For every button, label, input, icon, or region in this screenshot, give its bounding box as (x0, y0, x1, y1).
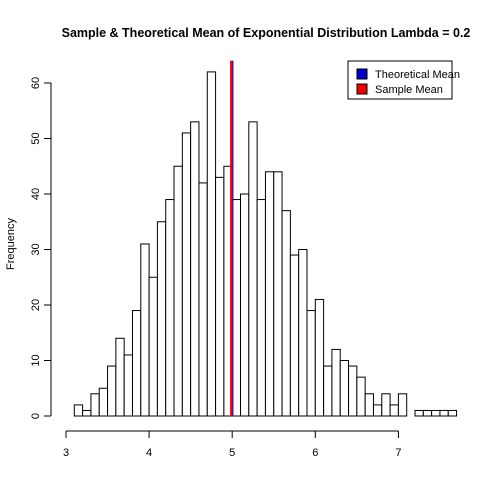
y-tick-label: 20 (30, 299, 42, 311)
histogram-bar (372, 404, 383, 417)
y-tick-label: 30 (30, 243, 42, 255)
x-tick-label: 4 (146, 447, 152, 459)
histogram-bar (273, 171, 283, 417)
histogram-bar (131, 310, 142, 417)
histogram-bar (181, 132, 192, 417)
histogram-bar (364, 393, 374, 417)
histogram-bar (381, 393, 391, 417)
x-tick-label: 6 (312, 447, 318, 459)
histogram-bar (339, 360, 350, 417)
histogram-bar (165, 199, 175, 417)
histogram-bar (389, 404, 399, 417)
y-tick-label: 40 (30, 188, 42, 200)
histogram-bar (90, 393, 100, 417)
histogram-bar (314, 298, 325, 417)
histogram-bar (240, 193, 250, 417)
y-axis: 0 10 20 30 40 50 60 (30, 77, 52, 419)
legend-label: Theoretical Mean (375, 69, 460, 81)
y-tick-label: 60 (30, 77, 42, 89)
histogram-bar (98, 387, 109, 417)
y-axis-label: Frequency (5, 218, 17, 270)
y-tick-label: 0 (30, 413, 42, 419)
legend-swatch (356, 68, 368, 80)
histogram-bar (107, 365, 117, 417)
x-tick-label: 3 (63, 447, 69, 459)
histogram-bar (156, 221, 167, 417)
histogram-bar (73, 404, 84, 417)
histogram-bar (123, 354, 133, 417)
histogram-bar (323, 365, 333, 417)
histogram-bar (348, 365, 358, 417)
legend: Theoretical Mean Sample Mean (347, 60, 460, 100)
x-tick-label: 5 (229, 447, 235, 459)
histogram-bar (256, 199, 266, 417)
histogram-bar (414, 409, 424, 417)
histogram-bar (148, 276, 158, 417)
legend-swatch (356, 83, 368, 95)
y-tick-label: 50 (30, 132, 42, 144)
histogram-bar (397, 393, 408, 417)
histogram-bar (356, 376, 366, 417)
histogram-bar (140, 243, 150, 417)
histogram-bar (264, 171, 275, 417)
histogram-bar (173, 165, 183, 417)
histogram-bar (82, 409, 92, 417)
histogram-bar (431, 409, 441, 417)
y-tick-label: 10 (30, 354, 42, 366)
histogram-bar (447, 409, 458, 417)
bars-group (73, 71, 458, 417)
histogram-bar (248, 121, 258, 417)
histogram-bar (190, 121, 200, 417)
histogram-bar (289, 254, 300, 417)
x-axis: 3 4 5 6 7 (63, 430, 401, 459)
x-tick-label: 7 (395, 447, 401, 459)
histogram-bar (298, 249, 308, 417)
histogram-bar (331, 348, 341, 417)
histogram-bar (198, 182, 208, 417)
legend-label: Sample Mean (375, 84, 443, 96)
histogram-bar (306, 310, 316, 417)
chart-title: Sample & Theoretical Mean of Exponential… (62, 26, 471, 40)
histogram-bar (115, 337, 125, 417)
mean-lines-group (230, 60, 234, 416)
histogram-bar (206, 71, 217, 417)
histogram-bar (422, 409, 433, 417)
histogram-bar (281, 210, 291, 417)
histogram-bar (215, 176, 225, 417)
histogram-bar (439, 409, 449, 417)
